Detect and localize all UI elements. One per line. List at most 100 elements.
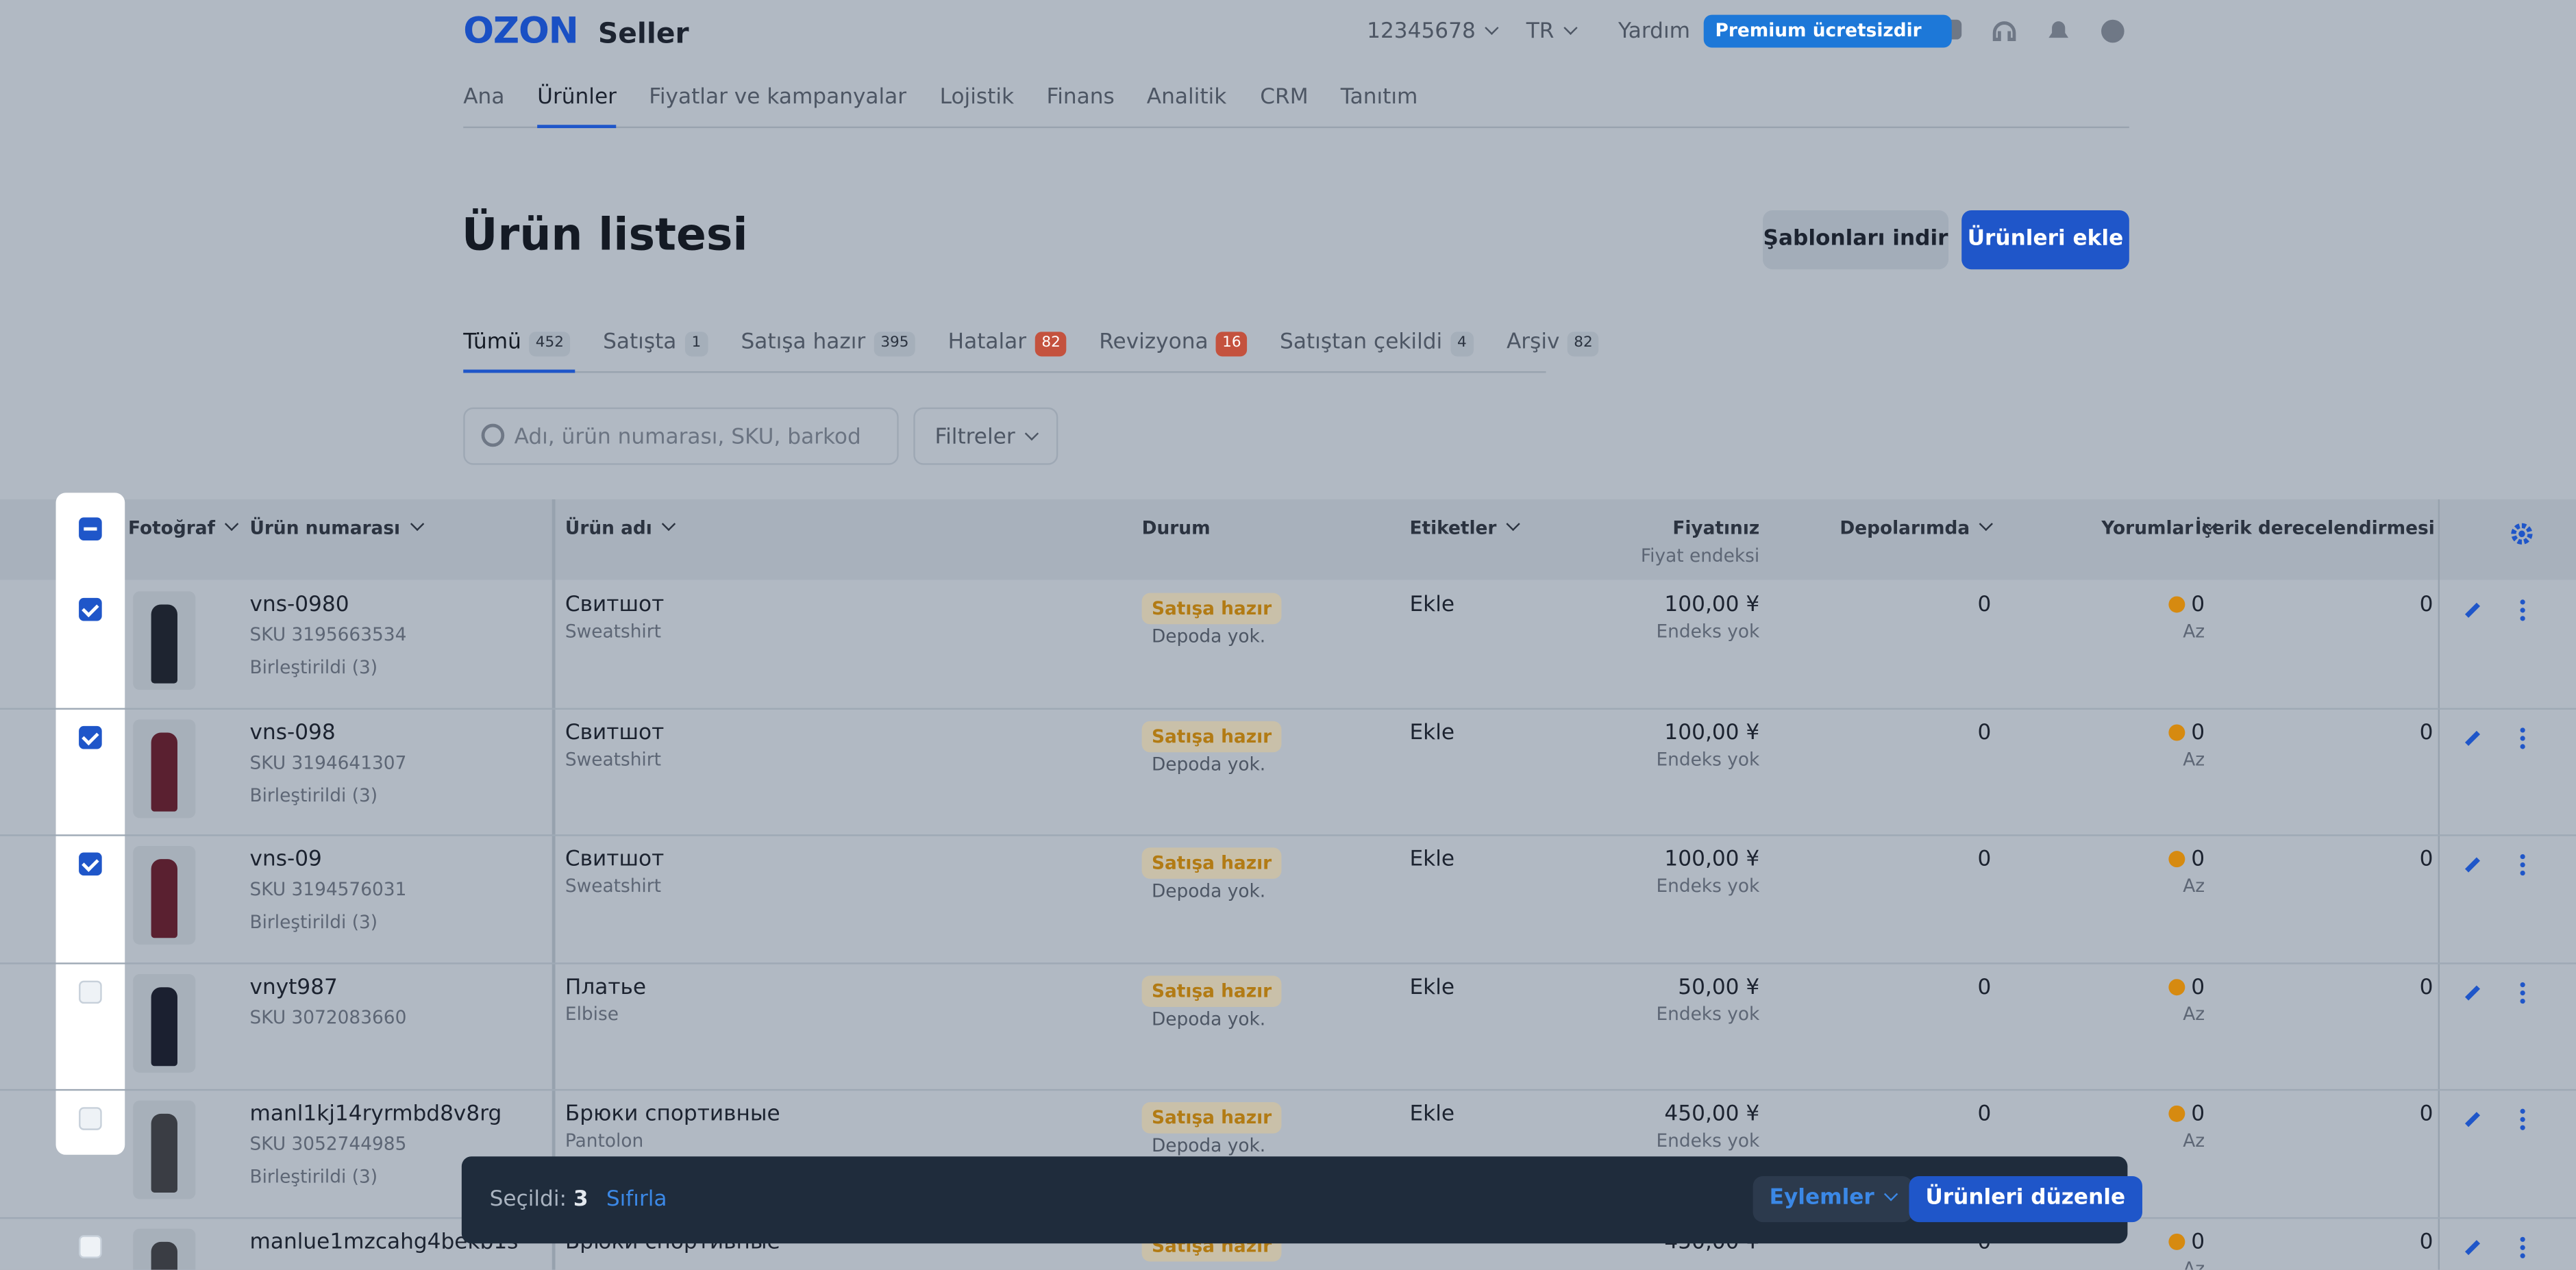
product-number[interactable]: vns-09 bbox=[249, 847, 322, 873]
product-name: Свитшот bbox=[565, 847, 665, 873]
rating: 0 bbox=[2419, 1229, 2433, 1254]
more-button[interactable] bbox=[2520, 599, 2525, 605]
header-icons bbox=[1938, 19, 2125, 43]
sku: SKU 3072083660 bbox=[249, 1006, 407, 1028]
edit-button[interactable] bbox=[2464, 730, 2481, 745]
product-category: Pantolon bbox=[565, 1130, 644, 1151]
help-link[interactable]: Yardım bbox=[1618, 19, 1690, 45]
account-select[interactable]: 12345678 bbox=[1367, 20, 1497, 45]
row-checkbox[interactable] bbox=[79, 1234, 102, 1258]
price: 450,00 ¥ bbox=[1664, 1102, 1760, 1128]
nav-item[interactable]: Ana bbox=[463, 85, 505, 110]
row-checkbox[interactable] bbox=[79, 1107, 102, 1130]
reset-link[interactable]: Sıfırla bbox=[606, 1187, 667, 1212]
reviews: 0 bbox=[2191, 720, 2205, 745]
settings-icon[interactable] bbox=[2509, 521, 2535, 547]
rating: 0 bbox=[2419, 593, 2433, 618]
tag-link[interactable]: Ekle bbox=[1409, 593, 1455, 618]
tab[interactable]: Hatalar bbox=[948, 329, 1027, 355]
nav-item[interactable]: Tanıtım bbox=[1340, 85, 1418, 110]
nav-item[interactable]: Ürünler bbox=[537, 85, 617, 110]
premium-button[interactable]: Premium ücretsizdir bbox=[1703, 14, 1951, 48]
tag-link[interactable]: Ekle bbox=[1409, 847, 1455, 873]
row-checkbox[interactable] bbox=[79, 725, 102, 749]
tag-link[interactable]: Ekle bbox=[1409, 1102, 1455, 1128]
edit-button[interactable] bbox=[2464, 602, 2481, 618]
bell-icon[interactable] bbox=[2048, 21, 2069, 38]
more-button[interactable] bbox=[2520, 981, 2525, 986]
actions-button[interactable]: Eylemler bbox=[1753, 1175, 1912, 1223]
tag-link[interactable]: Ekle bbox=[1409, 720, 1455, 745]
more-button[interactable] bbox=[2520, 1108, 2525, 1114]
column-header[interactable]: Fotoğraf bbox=[128, 517, 236, 539]
row-checkbox[interactable] bbox=[79, 980, 102, 1003]
row-divider bbox=[0, 707, 2576, 709]
column-header[interactable]: Depolarımda bbox=[1840, 517, 1991, 539]
tab[interactable]: Satışta bbox=[603, 329, 677, 355]
edit-button[interactable] bbox=[2464, 1239, 2481, 1255]
tab[interactable]: Satışa hazır bbox=[741, 329, 866, 355]
reviews-note: Az bbox=[2183, 748, 2205, 770]
download-templates-button[interactable]: Şablonları indir bbox=[1763, 210, 1949, 270]
language-select[interactable]: TR bbox=[1526, 20, 1576, 45]
edit-button[interactable] bbox=[2464, 984, 2481, 1000]
reviews: 0 bbox=[2191, 1229, 2205, 1254]
nav-item[interactable]: Fiyatlar ve kampanyalar bbox=[649, 85, 907, 110]
search-placeholder: Adı, ürün numarası, SKU, barkod bbox=[514, 425, 861, 451]
more-button[interactable] bbox=[2520, 854, 2525, 860]
nav-item[interactable]: CRM bbox=[1260, 85, 1309, 110]
search-box[interactable] bbox=[463, 407, 899, 465]
column-header[interactable]: Ürün adı bbox=[565, 517, 673, 539]
column-header[interactable]: Yorumlar bbox=[2101, 517, 2214, 539]
row-checkbox[interactable] bbox=[79, 597, 102, 621]
rating: 0 bbox=[2419, 847, 2433, 873]
row-checkbox[interactable] bbox=[79, 852, 102, 876]
column-header[interactable]: Ürün numarası bbox=[249, 517, 421, 539]
product-name: Брюки спортивные bbox=[565, 1102, 780, 1128]
edit-button[interactable] bbox=[2464, 1112, 2481, 1128]
tag-link[interactable]: Ekle bbox=[1409, 975, 1455, 1000]
edit-button[interactable] bbox=[2464, 857, 2481, 873]
nav-rule bbox=[463, 126, 2129, 129]
product-figure bbox=[151, 859, 177, 938]
nav-item[interactable]: Analitik bbox=[1146, 85, 1227, 110]
product-number[interactable]: manl1kj14ryrmbd8v8rg bbox=[249, 1102, 502, 1128]
edit-products-button[interactable]: Ürünleri düzenle bbox=[1909, 1175, 2142, 1223]
reviews-note: Az bbox=[2183, 1257, 2205, 1270]
rating: 0 bbox=[2419, 975, 2433, 1000]
profile-icon[interactable] bbox=[2101, 19, 2125, 43]
merged-note: Birleştirildi (3) bbox=[249, 1166, 378, 1188]
row-divider bbox=[0, 834, 2576, 836]
nav-item[interactable]: Lojistik bbox=[939, 85, 1015, 110]
stock: 0 bbox=[1977, 847, 1992, 873]
product-number[interactable]: vnyt987 bbox=[249, 975, 338, 1000]
rating: 0 bbox=[2419, 720, 2433, 745]
more-button[interactable] bbox=[2520, 727, 2525, 732]
product-figure bbox=[151, 1241, 177, 1270]
column-header[interactable]: Etiketler bbox=[1409, 517, 1518, 539]
product-name: Свитшот bbox=[565, 593, 665, 618]
add-products-button[interactable]: Ürünleri ekle bbox=[1961, 210, 2129, 270]
price: 100,00 ¥ bbox=[1664, 593, 1760, 618]
more-button[interactable] bbox=[2520, 1236, 2525, 1241]
filter-button[interactable]: Filtreler bbox=[913, 407, 1058, 465]
status-badge: Satışa hazır bbox=[1141, 720, 1282, 752]
tab[interactable]: Tümü bbox=[463, 329, 521, 355]
tab[interactable]: Satıştan çekildi bbox=[1280, 329, 1443, 355]
tab[interactable]: Revizyona bbox=[1099, 329, 1209, 355]
support-icon[interactable] bbox=[1992, 21, 2016, 41]
product-photo bbox=[133, 1100, 196, 1199]
price-index: Endeks yok bbox=[1656, 1002, 1760, 1025]
logo: OZON bbox=[463, 11, 579, 53]
product-number[interactable]: vns-098 bbox=[249, 720, 336, 745]
warning-icon bbox=[2168, 851, 2185, 868]
row-divider bbox=[0, 1088, 2576, 1091]
product-number[interactable]: vns-0980 bbox=[249, 593, 349, 618]
warning-icon bbox=[2168, 978, 2185, 995]
tab[interactable]: Arşiv bbox=[1506, 329, 1560, 355]
nav-item[interactable]: Finans bbox=[1046, 85, 1115, 110]
price-index: Endeks yok bbox=[1656, 875, 1760, 897]
table-header-bg bbox=[0, 499, 2576, 580]
